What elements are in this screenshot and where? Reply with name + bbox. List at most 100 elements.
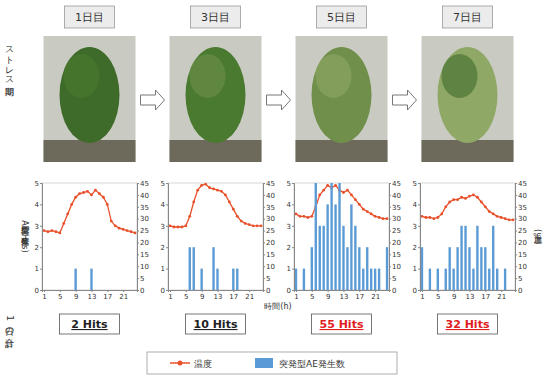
bar (315, 183, 317, 290)
tick-mark (418, 226, 420, 227)
tick: 30 (515, 215, 527, 223)
tick: 13 (214, 290, 223, 301)
tick-mark (40, 183, 42, 184)
marker (260, 224, 263, 227)
tick: 4 (35, 201, 42, 209)
tick-label: 0 (266, 287, 270, 295)
bar (370, 269, 372, 290)
tick-label: 0 (392, 287, 396, 295)
daily-total: 32 Hits (438, 314, 498, 334)
tick-mark (166, 290, 168, 291)
arrow (267, 90, 291, 110)
bar (456, 247, 458, 290)
bar (74, 269, 76, 290)
tick-label: 13 (214, 293, 223, 301)
bar (378, 269, 380, 290)
tick: 20 (515, 239, 527, 247)
bar (508, 290, 510, 291)
tick-mark (137, 219, 139, 220)
tick-label: 20 (392, 239, 401, 247)
bar (224, 290, 226, 291)
tick-label: 9 (452, 293, 456, 301)
marker (196, 189, 199, 192)
bar (102, 290, 104, 291)
tick: 25 (263, 227, 275, 235)
tick-label: 4 (161, 201, 166, 209)
tick: 5 (310, 290, 314, 301)
tick-mark (438, 290, 439, 292)
tick-mark (263, 242, 265, 243)
tick-mark (389, 290, 391, 291)
marker (334, 184, 337, 187)
tick: 3 (413, 223, 420, 231)
tick-label: 35 (140, 204, 149, 212)
tick-label: 35 (518, 204, 527, 212)
tick-label: 2 (35, 244, 39, 252)
tick: 1 (168, 290, 172, 301)
tick-mark (166, 204, 168, 205)
marker (126, 229, 129, 232)
tick-label: 5 (436, 293, 440, 301)
tick-label: 20 (518, 239, 527, 247)
bar (449, 247, 451, 290)
tick-mark (418, 290, 420, 291)
marker (448, 201, 451, 204)
plot-frame (168, 183, 263, 290)
total-box (60, 314, 120, 334)
tick-label: 3 (161, 223, 165, 231)
total-label: 2 Hits (71, 318, 108, 331)
marker (492, 213, 495, 216)
marker (134, 232, 137, 235)
bar (480, 247, 482, 290)
marker (476, 196, 479, 199)
title: 3日目 (201, 11, 230, 24)
tick: 15 (515, 251, 527, 259)
tick: 13 (466, 290, 475, 301)
y-axis: 012345 (413, 180, 421, 295)
tick: 5 (58, 290, 62, 301)
legend-item: 温度 (170, 359, 212, 369)
tick-mark (418, 247, 420, 248)
tick: 0 (413, 287, 420, 295)
tick-mark (292, 226, 294, 227)
marker (173, 226, 176, 229)
plot-area (169, 183, 263, 290)
tick-mark (418, 269, 420, 270)
axis-line (292, 184, 295, 291)
plant (442, 54, 478, 98)
tick-label: 25 (392, 227, 401, 235)
tick: 25 (515, 227, 527, 235)
bar (90, 269, 92, 290)
bar (311, 247, 313, 290)
tick-label: 15 (266, 251, 275, 259)
x-axis-title: 時間(h) (264, 302, 291, 311)
marker (456, 198, 459, 201)
marker (358, 203, 361, 206)
tick-label: 9 (74, 293, 78, 301)
bar (86, 290, 88, 291)
tick-label: 5 (413, 180, 417, 188)
tick-label: 0 (287, 287, 291, 295)
tick: 40 (389, 192, 401, 200)
axis-line (169, 291, 264, 293)
line (44, 190, 135, 233)
row-label: 1日の合計 (5, 315, 15, 349)
tick-mark (292, 247, 294, 248)
bar (169, 290, 171, 291)
bar (386, 247, 388, 290)
tick-mark (166, 183, 168, 184)
marker (200, 184, 203, 187)
marker (130, 230, 133, 233)
tick-mark (91, 290, 92, 292)
bar (98, 290, 100, 291)
marker (302, 215, 305, 218)
tick-label: 13 (88, 293, 97, 301)
y2-axis: 051015202530354045 (137, 180, 149, 295)
tick-label: 17 (103, 293, 112, 301)
bar (307, 290, 309, 291)
tick-label: 1 (287, 265, 291, 273)
plot-frame (42, 183, 137, 290)
total-label: 32 Hits (446, 318, 490, 331)
bar (200, 269, 202, 290)
y2-axis: 051015202530354045 (389, 180, 401, 295)
